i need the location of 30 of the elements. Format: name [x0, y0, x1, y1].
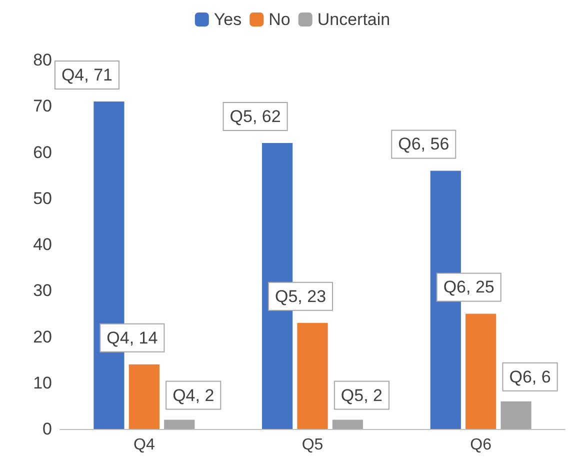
- data-label: Q6, 56: [398, 134, 450, 154]
- x-tick-label: Q5: [302, 436, 324, 454]
- x-tick-label: Q4: [133, 436, 155, 454]
- y-tick-label: 10: [33, 373, 52, 392]
- y-tick-label: 50: [33, 188, 52, 208]
- legend-label: Yes: [214, 10, 242, 29]
- data-label: Q6, 6: [509, 367, 551, 386]
- y-tick-label: 80: [33, 50, 52, 70]
- data-label: Q6, 25: [443, 278, 494, 297]
- bar: [466, 314, 496, 429]
- data-label: Q5, 62: [230, 107, 281, 126]
- legend-label: Uncertain: [317, 10, 390, 29]
- bar: [164, 420, 195, 429]
- y-tick-label: 30: [33, 281, 52, 300]
- data-label: Q4, 14: [106, 328, 158, 348]
- y-tick-label: 60: [33, 142, 52, 162]
- bar: [500, 401, 532, 429]
- x-tick-label: Q6: [470, 436, 492, 454]
- data-label: Q5, 2: [340, 386, 382, 405]
- data-label: Q4, 2: [172, 386, 214, 405]
- bar: [128, 364, 160, 429]
- y-tick-label: 0: [42, 420, 52, 438]
- y-tick-label: 40: [33, 235, 52, 254]
- y-tick-label: 20: [33, 327, 52, 346]
- data-label: Q4, 71: [61, 66, 112, 85]
- y-tick-label: 70: [33, 96, 52, 116]
- legend-label: No: [268, 10, 290, 29]
- bar: [297, 322, 328, 429]
- data-label: Q5, 23: [274, 286, 326, 306]
- bar: [332, 420, 363, 429]
